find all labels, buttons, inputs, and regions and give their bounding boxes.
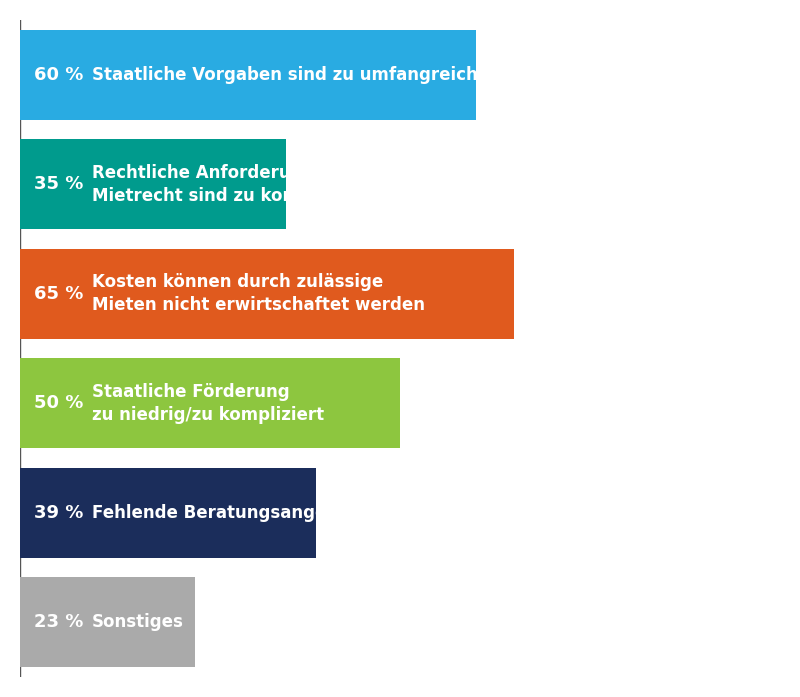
Text: Kosten können durch zulässige
Mieten nicht erwirtschaftet werden: Kosten können durch zulässige Mieten nic…: [92, 273, 426, 314]
Text: 60 %: 60 %: [34, 66, 83, 84]
Text: Staatliche Förderung
zu niedrig/zu kompliziert: Staatliche Förderung zu niedrig/zu kompl…: [92, 383, 324, 424]
Text: 65 %: 65 %: [34, 285, 83, 302]
FancyBboxPatch shape: [20, 249, 514, 339]
Text: 50 %: 50 %: [34, 395, 83, 412]
Text: 35 %: 35 %: [34, 175, 83, 193]
FancyBboxPatch shape: [20, 358, 400, 448]
FancyBboxPatch shape: [20, 577, 195, 667]
Text: 39 %: 39 %: [34, 504, 83, 522]
Text: Fehlende Beratungsangebote: Fehlende Beratungsangebote: [92, 504, 370, 522]
Text: Staatliche Vorgaben sind zu umfangreich: Staatliche Vorgaben sind zu umfangreich: [92, 66, 478, 84]
Text: Sonstiges: Sonstiges: [92, 613, 184, 631]
Text: 23 %: 23 %: [34, 613, 83, 631]
FancyBboxPatch shape: [20, 139, 286, 229]
FancyBboxPatch shape: [20, 30, 476, 120]
FancyBboxPatch shape: [20, 468, 317, 558]
Text: Rechtliche Anforderungen im
Mietrecht sind zu kompliziert: Rechtliche Anforderungen im Mietrecht si…: [92, 164, 366, 205]
